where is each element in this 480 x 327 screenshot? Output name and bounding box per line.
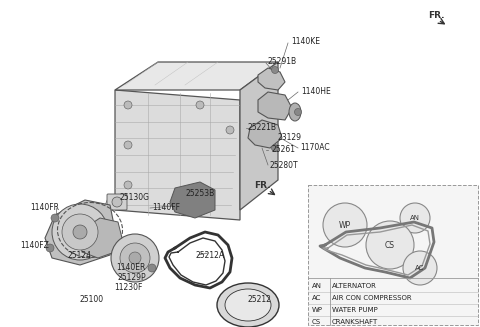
Text: AC: AC [415, 265, 425, 271]
Text: CS: CS [385, 240, 395, 250]
Circle shape [129, 252, 141, 264]
Circle shape [403, 251, 437, 285]
Circle shape [196, 101, 204, 109]
FancyBboxPatch shape [308, 185, 478, 325]
Text: FR.: FR. [428, 11, 444, 20]
Text: WP: WP [312, 307, 323, 313]
Circle shape [400, 203, 430, 233]
Text: 25100: 25100 [80, 296, 104, 304]
Text: 1140KE: 1140KE [291, 38, 320, 46]
Text: 1140HE: 1140HE [301, 88, 331, 96]
Circle shape [52, 204, 108, 260]
Polygon shape [115, 62, 278, 90]
Polygon shape [115, 90, 240, 220]
Text: 25130G: 25130G [120, 194, 150, 202]
Circle shape [62, 214, 98, 250]
Text: 25291B: 25291B [267, 58, 296, 66]
Ellipse shape [289, 103, 301, 121]
Circle shape [124, 101, 132, 109]
Text: CS: CS [312, 319, 321, 325]
Text: 25212A: 25212A [196, 250, 225, 260]
Ellipse shape [217, 283, 279, 327]
Text: 1140ER: 1140ER [116, 264, 145, 272]
Circle shape [323, 203, 367, 247]
Text: 25253B: 25253B [185, 188, 214, 198]
Circle shape [124, 181, 132, 189]
Text: AC: AC [312, 295, 322, 301]
Circle shape [272, 145, 278, 151]
Circle shape [366, 221, 414, 269]
Text: 25221B: 25221B [248, 124, 277, 132]
Text: 23129: 23129 [278, 133, 302, 143]
Polygon shape [170, 182, 215, 218]
Text: AN: AN [312, 283, 322, 289]
Text: 25261: 25261 [272, 146, 296, 154]
Polygon shape [80, 218, 122, 258]
Circle shape [295, 109, 301, 115]
Circle shape [51, 214, 59, 222]
Text: 1140FZ: 1140FZ [20, 240, 49, 250]
FancyBboxPatch shape [107, 194, 127, 210]
Text: 1140FR: 1140FR [30, 203, 59, 213]
Circle shape [272, 66, 278, 74]
Circle shape [148, 264, 156, 272]
Polygon shape [258, 92, 292, 120]
Circle shape [124, 141, 132, 149]
Text: 11230F: 11230F [114, 284, 143, 292]
Text: 25212: 25212 [248, 296, 272, 304]
Text: WP: WP [339, 220, 351, 230]
Circle shape [46, 244, 54, 252]
Text: 25124: 25124 [68, 250, 92, 260]
Text: 25280T: 25280T [270, 161, 299, 169]
Text: 1140FF: 1140FF [152, 203, 180, 213]
Text: ALTERNATOR: ALTERNATOR [332, 283, 377, 289]
Text: AIR CON COMPRESSOR: AIR CON COMPRESSOR [332, 295, 412, 301]
Text: 25129P: 25129P [118, 273, 146, 283]
Circle shape [111, 234, 159, 282]
Text: WATER PUMP: WATER PUMP [332, 307, 378, 313]
Text: CRANKSHAFT: CRANKSHAFT [332, 319, 378, 325]
Text: 1170AC: 1170AC [300, 144, 330, 152]
Polygon shape [248, 120, 282, 148]
Text: FR.: FR. [254, 181, 271, 190]
Polygon shape [45, 200, 115, 265]
Circle shape [112, 197, 122, 207]
Circle shape [120, 243, 150, 273]
Ellipse shape [225, 289, 271, 321]
Circle shape [226, 126, 234, 134]
Circle shape [73, 225, 87, 239]
Polygon shape [240, 62, 278, 210]
Text: AN: AN [410, 215, 420, 221]
Polygon shape [258, 68, 285, 90]
